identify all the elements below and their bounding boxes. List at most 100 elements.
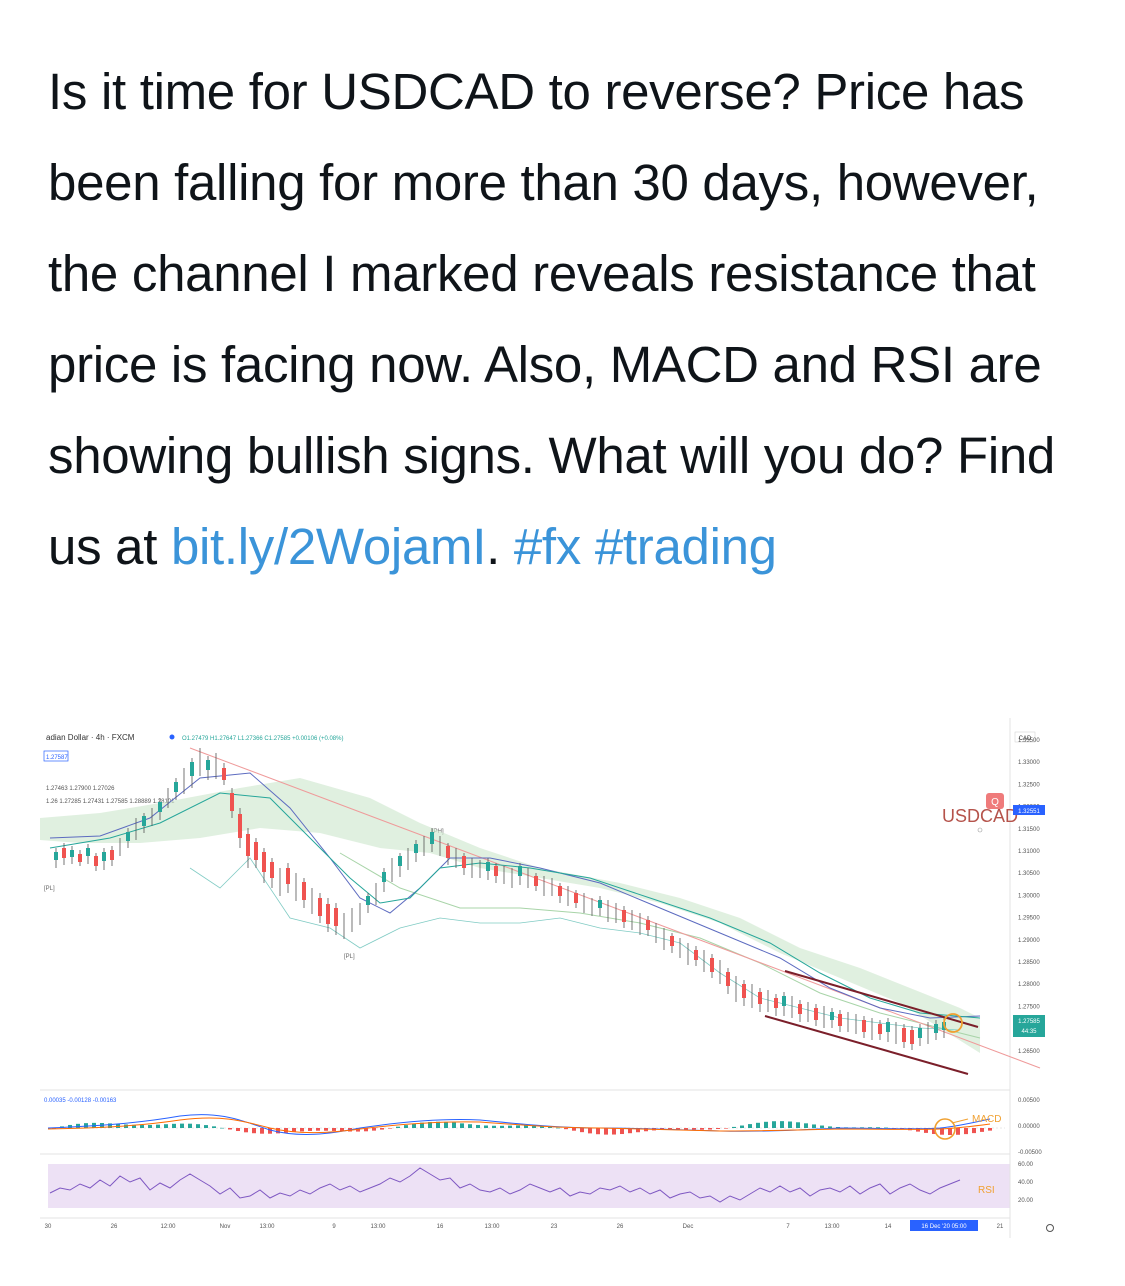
- macd-histogram-bar: [180, 1123, 184, 1128]
- macd-histogram-bar: [956, 1128, 960, 1135]
- highlight-price-box: [1013, 805, 1045, 815]
- time-axis-label: 7: [786, 1224, 790, 1230]
- time-axis-label: 30: [45, 1224, 52, 1230]
- resistance-circle: [943, 1013, 963, 1033]
- macd-histogram-bar: [748, 1124, 752, 1128]
- time-axis-label: 12:00: [160, 1224, 176, 1230]
- macd-histogram-bar: [548, 1126, 552, 1128]
- macd-values: 0.00035 -0.00128 -0.00163: [44, 1098, 117, 1104]
- macd-histogram-bar: [108, 1123, 112, 1128]
- macd-histogram-bar: [148, 1124, 152, 1128]
- rsi-band: [48, 1164, 1010, 1208]
- tweet-space: [581, 518, 595, 575]
- hashtag-fx[interactable]: #fx: [513, 518, 581, 575]
- macd-histogram-bar: [964, 1128, 968, 1135]
- time-axis-label: 16: [437, 1224, 444, 1230]
- price-axis-label: 1.32500: [1018, 782, 1040, 788]
- price-axis-label: 1.31000: [1018, 849, 1040, 855]
- macd-histogram-bar: [684, 1128, 688, 1130]
- macd-histogram-bar: [636, 1128, 640, 1133]
- macd-histogram-bar: [524, 1125, 528, 1128]
- macd-histogram-bar: [500, 1125, 504, 1128]
- time-axis-label: Nov: [220, 1224, 231, 1230]
- settings-gear-icon[interactable]: [1046, 1224, 1054, 1232]
- macd-histogram-bar: [556, 1127, 560, 1129]
- macd-histogram-bar: [476, 1124, 480, 1128]
- macd-histogram-bar: [412, 1123, 416, 1128]
- macd-histogram-bar: [204, 1125, 208, 1128]
- macd-histogram-bar: [700, 1128, 704, 1130]
- rsi-label: RSI: [978, 1185, 995, 1196]
- macd-histogram-bar: [396, 1126, 400, 1128]
- tweet-body: Is it time for USDCAD to reverse? Price …: [48, 63, 1055, 575]
- price-tag: 1.27587: [46, 755, 68, 761]
- trend-line: [189, 747, 1041, 1069]
- macd-histogram-bar: [804, 1123, 808, 1128]
- macd-axis-label: -0.00500: [1018, 1150, 1042, 1156]
- chart-image[interactable]: adian Dollar · 4h · FXCM O1.27479 H1.276…: [40, 718, 1080, 1248]
- current-price-countdown: 44:35: [1021, 1029, 1037, 1035]
- macd-histogram-bar: [740, 1125, 744, 1128]
- currency-label: CAD: [1019, 736, 1032, 742]
- macd-histogram-bar: [724, 1128, 728, 1129]
- macd-histogram-bar: [340, 1128, 344, 1132]
- macd-histogram-bar: [292, 1128, 296, 1133]
- macd-histogram-bar: [988, 1128, 992, 1131]
- macd-histogram-bar: [244, 1128, 248, 1133]
- macd-histogram-bar: [428, 1121, 432, 1128]
- ohlc-readout: O1.27479 H1.27647 L1.27366 C1.27585 +0.0…: [182, 736, 343, 742]
- macd-histogram-bar: [444, 1121, 448, 1128]
- macd-histogram-bar: [828, 1126, 832, 1128]
- trading-chart: adian Dollar · 4h · FXCM O1.27479 H1.276…: [40, 718, 1054, 1238]
- rsi-axis-label: 40.00: [1018, 1180, 1034, 1186]
- tweet-text: Is it time for USDCAD to reverse? Price …: [48, 46, 1088, 592]
- time-axis-label: 13:00: [259, 1224, 275, 1230]
- alert-icon: [986, 793, 1004, 809]
- tweet-separator: .: [486, 518, 514, 575]
- price-axis-label: 1.30500: [1018, 871, 1040, 877]
- price-axis-label: 1.28500: [1018, 960, 1040, 966]
- time-axis-label: 21: [997, 1224, 1004, 1230]
- macd-histogram-bar: [308, 1128, 312, 1131]
- macd-histogram-bar: [756, 1122, 760, 1128]
- symbol-watermark: USDCAD: [942, 806, 1018, 826]
- tweet-link[interactable]: bit.ly/2WojamI: [170, 518, 487, 575]
- time-axis-label: 14: [885, 1224, 892, 1230]
- macd-histogram-bar: [356, 1128, 360, 1132]
- candlesticks: [54, 748, 946, 1050]
- macd-histogram-bar: [668, 1128, 672, 1130]
- ma-line-teal: [49, 792, 981, 1019]
- macd-histogram-bar: [212, 1126, 216, 1128]
- macd-histogram-bar: [484, 1125, 488, 1128]
- time-axis: 30 26 12:00 Nov 13:00 9 13:00 16 13:00 23 26 Dec 7 13…: [45, 1224, 1004, 1230]
- macd-histogram-bar: [372, 1128, 376, 1131]
- macd-histogram-bar: [300, 1128, 304, 1132]
- macd-histogram-bar: [572, 1128, 576, 1131]
- macd-histogram-bar: [220, 1127, 224, 1129]
- macd-histogram-bar: [948, 1128, 952, 1135]
- macd-histogram-bar: [932, 1128, 936, 1134]
- macd-histogram-bar: [708, 1128, 712, 1130]
- time-axis-label: Dec: [683, 1224, 694, 1230]
- macd-histogram-bar: [780, 1121, 784, 1128]
- current-price-box: [1013, 1015, 1045, 1037]
- macd-histogram-bar: [156, 1124, 160, 1128]
- hashtag-trading[interactable]: #trading: [594, 518, 777, 575]
- macd-histogram-bar: [692, 1128, 696, 1130]
- price-axis: 1.335001.330001.325001.320001.315001.310…: [1018, 738, 1040, 1055]
- macd-line: [47, 1114, 991, 1135]
- time-axis-label: 26: [617, 1224, 624, 1230]
- macd-histogram-bar: [252, 1128, 256, 1134]
- price-axis-label: 1.26500: [1018, 1049, 1040, 1055]
- macd-histogram-bar: [812, 1124, 816, 1128]
- macd-histogram-bar: [580, 1128, 584, 1133]
- macd-histogram-bar: [188, 1123, 192, 1128]
- chart-header: adian Dollar · 4h · FXCM: [46, 733, 135, 742]
- time-axis-label: 13:00: [824, 1224, 840, 1230]
- time-axis-label: 13:00: [370, 1224, 386, 1230]
- indicator-line-2: 1.26 1.27285 1.27431 1.27585 1.28889 1.2…: [46, 799, 175, 805]
- macd-histogram-bar: [876, 1127, 880, 1128]
- time-highlight-box: [910, 1220, 978, 1231]
- macd-axis: 0.00500 0.00000 -0.00500: [1018, 1098, 1042, 1156]
- rsi-axis-label: 60.00: [1018, 1162, 1034, 1168]
